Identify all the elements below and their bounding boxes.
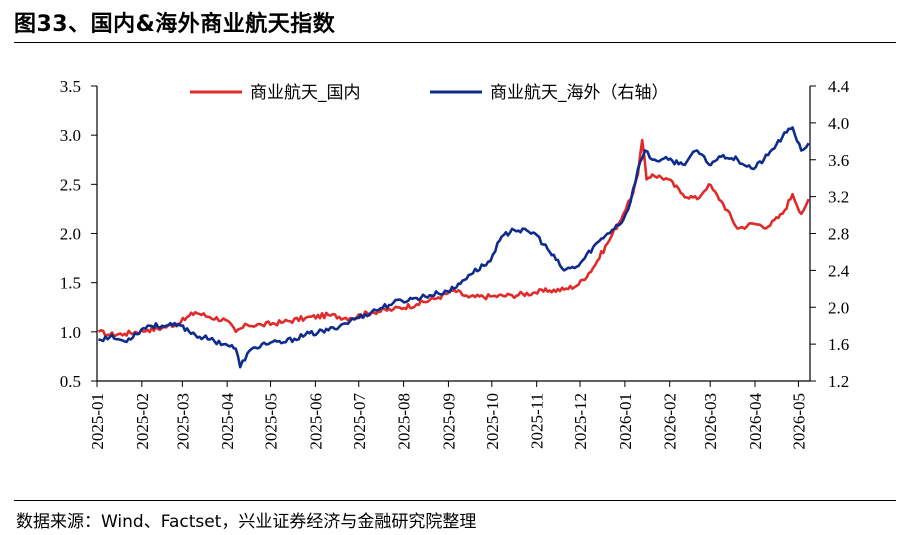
x-tick-label: 2026-05: [789, 393, 808, 450]
x-tick-label: 2025-03: [173, 393, 192, 450]
y-tick-label-right: 2.8: [828, 225, 849, 244]
x-tick-label: 2025-10: [483, 393, 502, 450]
y-tick-label-left: 2.5: [60, 175, 81, 194]
x-tick-label: 2025-05: [262, 393, 281, 450]
x-tick-label: 2025-09: [439, 393, 458, 450]
page-title: 图33、国内&海外商业航天指数: [14, 12, 336, 37]
x-tick-label: 2025-11: [528, 393, 547, 449]
source-note: 数据来源：Wind、Factset，兴业证券经济与金融研究院整理: [16, 512, 477, 532]
y-tick-label-left: 0.5: [60, 372, 81, 391]
y-tick-label-left: 1.5: [60, 274, 81, 293]
x-tick-label: 2025-02: [133, 393, 152, 450]
series-line-domestic: [97, 138, 810, 338]
x-tick-label: 2026-02: [661, 393, 680, 450]
y-tick-label-right: 1.6: [828, 335, 849, 354]
source-divider: [14, 500, 896, 501]
y-tick-label-right: 4.0: [828, 114, 849, 133]
x-tick-label: 2026-04: [746, 393, 765, 450]
legend-label: 商业航天_海外（右轴）: [490, 83, 669, 103]
series-line-overseas: [98, 126, 810, 369]
y-tick-label-right: 2.0: [828, 298, 849, 317]
chart-legend: 商业航天_国内 商业航天_海外（右轴）: [190, 83, 669, 103]
legend-label: 商业航天_国内: [250, 83, 361, 103]
x-tick-label: 2026-01: [616, 393, 635, 450]
x-tick-label: 2025-12: [571, 393, 590, 450]
x-tick-label: 2025-01: [88, 393, 107, 450]
y-tick-label-right: 4.4: [828, 77, 850, 96]
y-tick-label-right: 2.4: [828, 261, 850, 280]
chart-axes: 0.5 1.0 1.5 2.0 2.5 3.0 3.5 1.2 1.6 2.0 2.4 2.8 3.2 3…: [60, 77, 850, 450]
y-tick-label-left: 2.0: [60, 225, 81, 244]
y-tick-label-left: 3.5: [60, 77, 81, 96]
x-tick-label: 2025-06: [306, 393, 325, 450]
y-tick-label-right: 1.2: [828, 372, 849, 391]
x-tick-label: 2025-04: [218, 393, 237, 450]
x-tick-label: 2025-07: [350, 393, 369, 450]
title-divider: [14, 42, 896, 43]
x-tick-label: 2025-08: [395, 393, 414, 450]
y-tick-label-left: 1.0: [60, 323, 81, 342]
y-tick-label-right: 3.6: [828, 151, 849, 170]
y-tick-label-left: 3.0: [60, 126, 81, 145]
chart-series: [97, 126, 810, 369]
y-tick-label-right: 3.2: [828, 188, 849, 207]
chart: 0.5 1.0 1.5 2.0 2.5 3.0 3.5 1.2 1.6 2.0 2.4 2.8 3.2 3…: [60, 77, 850, 450]
x-tick-label: 2026-03: [701, 393, 720, 450]
